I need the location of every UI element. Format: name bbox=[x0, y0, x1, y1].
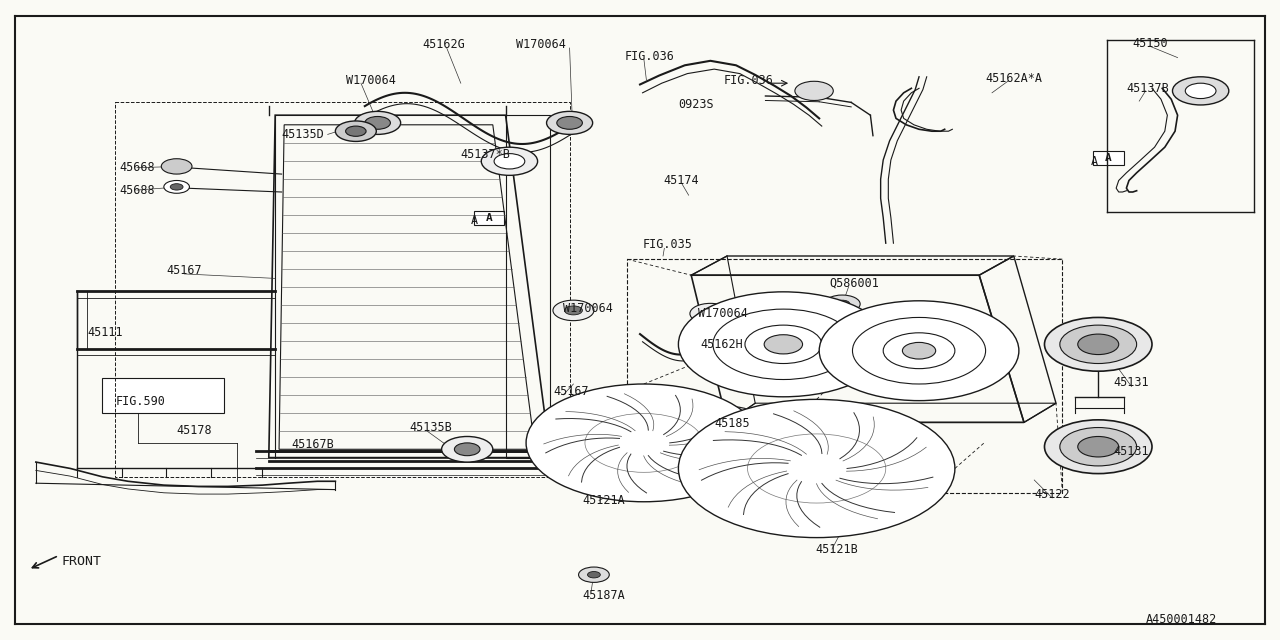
Text: 45131: 45131 bbox=[1114, 376, 1149, 389]
Text: 45111: 45111 bbox=[87, 326, 123, 339]
Circle shape bbox=[852, 317, 986, 384]
Circle shape bbox=[1078, 334, 1119, 355]
FancyBboxPatch shape bbox=[1093, 151, 1124, 165]
Text: 45178: 45178 bbox=[177, 424, 212, 436]
Text: 45187A: 45187A bbox=[582, 589, 625, 602]
Text: 45135D: 45135D bbox=[282, 128, 324, 141]
Text: 45185: 45185 bbox=[714, 417, 750, 430]
Circle shape bbox=[579, 567, 609, 582]
Circle shape bbox=[547, 111, 593, 134]
Circle shape bbox=[902, 342, 936, 359]
Text: 45121B: 45121B bbox=[815, 543, 858, 556]
Text: A: A bbox=[1091, 155, 1098, 168]
Circle shape bbox=[745, 325, 822, 364]
Circle shape bbox=[588, 572, 600, 578]
Text: 45688: 45688 bbox=[119, 184, 155, 196]
Circle shape bbox=[1185, 83, 1216, 99]
Circle shape bbox=[494, 154, 525, 169]
FancyBboxPatch shape bbox=[102, 378, 224, 413]
Text: 0923S: 0923S bbox=[678, 99, 714, 111]
Circle shape bbox=[748, 434, 886, 503]
Circle shape bbox=[788, 454, 845, 483]
Circle shape bbox=[678, 399, 955, 538]
Circle shape bbox=[442, 436, 493, 462]
Circle shape bbox=[1044, 317, 1152, 371]
Text: Q586001: Q586001 bbox=[829, 276, 879, 289]
Circle shape bbox=[481, 147, 538, 175]
Text: 45121A: 45121A bbox=[582, 494, 625, 507]
Circle shape bbox=[701, 309, 719, 318]
Circle shape bbox=[603, 422, 685, 463]
Text: A: A bbox=[471, 214, 479, 227]
Circle shape bbox=[454, 443, 480, 456]
Text: 45135B: 45135B bbox=[410, 421, 452, 434]
Circle shape bbox=[730, 412, 742, 418]
Circle shape bbox=[170, 184, 183, 190]
Circle shape bbox=[164, 180, 189, 193]
Circle shape bbox=[1060, 428, 1137, 466]
Circle shape bbox=[553, 300, 594, 321]
Text: 45167B: 45167B bbox=[292, 438, 334, 451]
Circle shape bbox=[764, 335, 803, 354]
Circle shape bbox=[835, 300, 850, 308]
Circle shape bbox=[1060, 325, 1137, 364]
Circle shape bbox=[690, 303, 731, 324]
Circle shape bbox=[564, 306, 582, 315]
Text: FIG.036: FIG.036 bbox=[723, 74, 773, 86]
Circle shape bbox=[824, 295, 860, 313]
Circle shape bbox=[526, 384, 762, 502]
Text: W170064: W170064 bbox=[516, 38, 566, 51]
Circle shape bbox=[585, 413, 703, 472]
Circle shape bbox=[678, 292, 888, 397]
Text: 45174: 45174 bbox=[663, 174, 699, 187]
Circle shape bbox=[788, 454, 845, 483]
Circle shape bbox=[713, 309, 854, 380]
Text: 45137*B: 45137*B bbox=[461, 148, 511, 161]
Text: 45137B: 45137B bbox=[1126, 82, 1169, 95]
Circle shape bbox=[1044, 420, 1152, 474]
Text: FRONT: FRONT bbox=[61, 556, 101, 568]
Text: W170064: W170064 bbox=[346, 74, 396, 86]
Circle shape bbox=[346, 126, 366, 136]
Text: 45150: 45150 bbox=[1133, 37, 1169, 50]
Text: FIG.035: FIG.035 bbox=[643, 238, 692, 251]
Circle shape bbox=[161, 159, 192, 174]
Circle shape bbox=[883, 333, 955, 369]
Text: A: A bbox=[1105, 153, 1112, 163]
Text: W170064: W170064 bbox=[563, 302, 613, 315]
Text: 45162H: 45162H bbox=[700, 338, 742, 351]
Text: W170064: W170064 bbox=[698, 307, 748, 320]
Circle shape bbox=[365, 116, 390, 129]
Text: FIG.590: FIG.590 bbox=[115, 396, 165, 408]
Circle shape bbox=[335, 121, 376, 141]
Circle shape bbox=[795, 81, 833, 100]
FancyBboxPatch shape bbox=[474, 211, 504, 225]
Text: 45131: 45131 bbox=[1114, 445, 1149, 458]
Text: A450001482: A450001482 bbox=[1146, 613, 1217, 626]
Text: 45668: 45668 bbox=[119, 161, 155, 174]
Circle shape bbox=[768, 444, 865, 493]
Circle shape bbox=[621, 431, 667, 454]
Text: FIG.036: FIG.036 bbox=[625, 50, 675, 63]
Circle shape bbox=[819, 301, 1019, 401]
Text: 45167: 45167 bbox=[553, 385, 589, 398]
Text: 45162A*A: 45162A*A bbox=[986, 72, 1043, 84]
Text: 45167: 45167 bbox=[166, 264, 202, 276]
Circle shape bbox=[1172, 77, 1229, 105]
Text: A: A bbox=[485, 213, 493, 223]
Text: 45162G: 45162G bbox=[422, 38, 465, 51]
Circle shape bbox=[1078, 436, 1119, 457]
Circle shape bbox=[721, 407, 751, 422]
Circle shape bbox=[557, 116, 582, 129]
Circle shape bbox=[618, 430, 669, 456]
Text: 45122: 45122 bbox=[1034, 488, 1070, 500]
Circle shape bbox=[355, 111, 401, 134]
